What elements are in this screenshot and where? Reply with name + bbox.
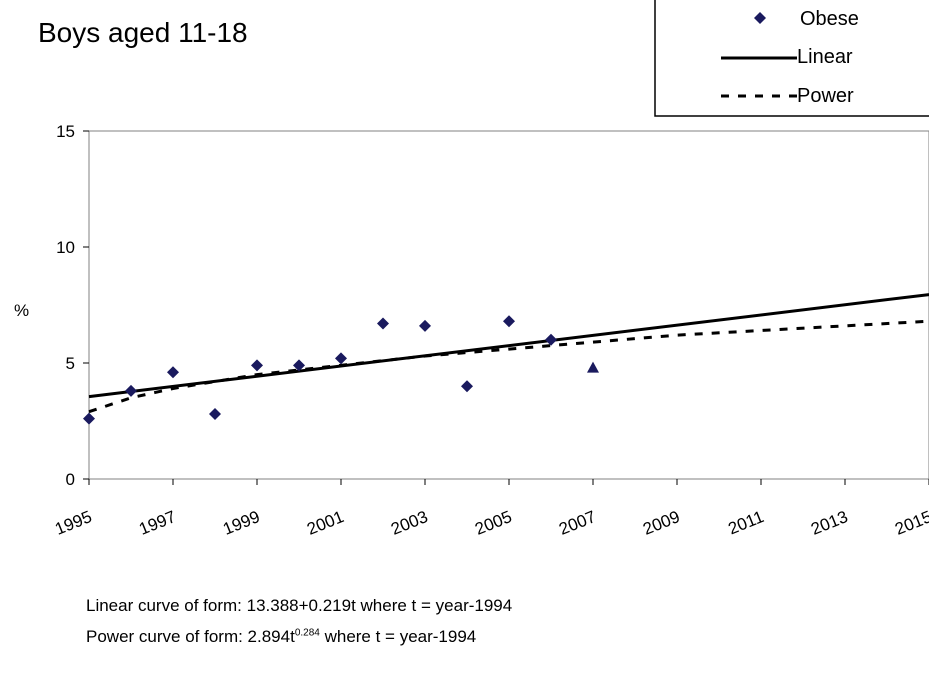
x-tick-label: 2009 — [640, 507, 682, 539]
chart-title: Boys aged 11-18 — [38, 17, 248, 48]
plot-area — [88, 130, 929, 480]
x-tick-label: 2003 — [388, 507, 430, 539]
data-point-triangle — [587, 361, 599, 373]
x-tick-label: 2013 — [808, 507, 850, 539]
data-point-diamond — [293, 359, 305, 372]
data-points — [83, 315, 599, 425]
data-point-diamond — [377, 317, 389, 330]
footnote-power-prefix: Power curve of form: 2.894t — [86, 627, 295, 646]
legend-label-power-text: Power — [797, 85, 854, 107]
data-point-diamond — [251, 359, 263, 372]
footnote-power-exponent: 0.284 — [294, 627, 320, 639]
data-point-diamond — [461, 380, 473, 393]
y-tick-label: 5 — [66, 354, 75, 373]
data-point-diamond — [419, 319, 431, 332]
data-point-diamond — [545, 333, 557, 346]
x-tick-label: 2001 — [304, 507, 346, 539]
footnote-linear: Linear curve of form: 13.388+0.219t wher… — [86, 596, 513, 615]
x-tick-label: 2011 — [725, 507, 766, 538]
x-tick-label: 2005 — [472, 507, 514, 539]
data-point-diamond — [503, 315, 515, 328]
y-axis-label: % — [14, 301, 29, 320]
x-tick-label: 1995 — [52, 507, 94, 539]
legend-marker-obese — [754, 12, 766, 24]
y-tick-label: 15 — [56, 122, 75, 141]
x-tick-label: 1997 — [136, 507, 178, 539]
legend-label-obese: Obese — [800, 8, 859, 30]
data-point-diamond — [209, 408, 221, 421]
x-tick-label: 2007 — [556, 507, 598, 539]
data-point-diamond — [167, 366, 179, 379]
y-tick-label: 0 — [66, 470, 75, 489]
x-axis-ticks: 1995 1997 1999 2001 2003 2005 2007 2009 2011 2013… — [52, 479, 929, 539]
trend-lines — [88, 293, 929, 414]
legend-label-linear-text: Linear — [797, 46, 853, 68]
y-axis-ticks: 0 5 10 15 — [56, 122, 89, 489]
x-tick-label: 1999 — [220, 507, 262, 539]
y-tick-label: 10 — [56, 238, 75, 257]
footnote-power: Power curve of form: 2.894t0.284 where t… — [86, 627, 476, 647]
data-point-diamond — [335, 352, 347, 365]
legend-label-linear: Linear — [797, 46, 853, 68]
data-point-diamond — [125, 384, 137, 397]
footnote-power-suffix: where t = year-1994 — [319, 627, 477, 646]
x-tick-label: 2015 — [892, 507, 929, 539]
data-point-diamond — [83, 412, 95, 425]
legend-label-power: Power — [797, 85, 854, 107]
